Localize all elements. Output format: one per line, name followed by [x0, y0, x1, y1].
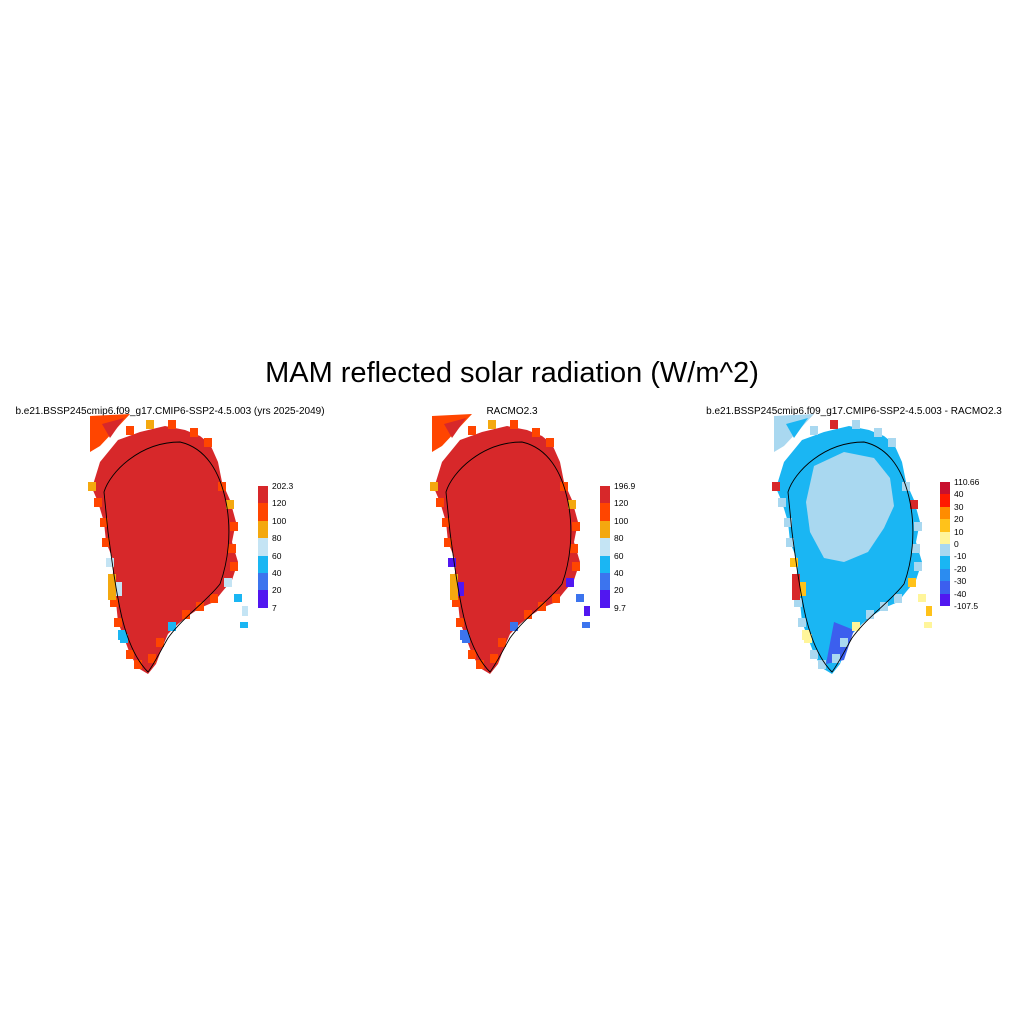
panel-model: b.e21.BSSP245cmip6.f09_g17.CMIP6-SSP2-4.…	[0, 402, 340, 692]
colorbar-label: 20	[614, 585, 624, 596]
panel-title: b.e21.BSSP245cmip6.f09_g17.CMIP6-SSP2-4.…	[706, 406, 1002, 417]
colorbar-label: 40	[954, 489, 964, 500]
colorbar-label: 100	[272, 515, 287, 526]
colorbar-label: 120	[614, 498, 629, 509]
colorbar-label: 100	[614, 515, 629, 526]
colorbar-swatch	[600, 538, 610, 556]
colorbar-swatch	[940, 506, 950, 520]
colorbar-label: -20	[954, 563, 967, 574]
colorbar-label: 60	[272, 550, 282, 561]
colorbar-label: -10	[954, 551, 967, 562]
colorbar-label: 202.3	[272, 481, 294, 491]
colorbar-label: -40	[954, 588, 967, 599]
colorbar-swatch	[600, 573, 610, 591]
colorbar-swatch	[258, 573, 268, 591]
colorbar-label: 10	[954, 526, 964, 537]
figure-title: MAM reflected solar radiation (W/m^2)	[265, 357, 759, 389]
colorbar-label: 9.7	[614, 602, 626, 613]
colorbar-swatch	[600, 486, 610, 504]
colorbar-label: -107.5	[954, 601, 979, 611]
colorbar-swatch	[258, 503, 268, 521]
colorbar-label: 7	[272, 602, 277, 613]
colorbar-label: 20	[272, 585, 282, 596]
colorbar-swatch	[600, 520, 610, 539]
colorbar: 202.3 120 100 80 60 40 20 7	[258, 481, 318, 626]
colorbar-label: 20	[954, 514, 964, 525]
colorbar-label: 30	[954, 501, 964, 512]
colorbar-swatch	[258, 555, 268, 573]
colorbar-label: 80	[614, 533, 624, 544]
colorbar-swatch	[940, 519, 950, 532]
colorbar: 110.66 40 30 20 10 0 -10 -20 -30 -40 -107.5	[940, 477, 1000, 622]
colorbar-swatch	[940, 494, 950, 507]
colorbar-swatch	[258, 520, 268, 539]
colorbar-swatch	[940, 593, 950, 606]
colorbar-label: 80	[272, 533, 282, 544]
colorbar-swatch	[940, 581, 950, 594]
colorbar-label: 120	[272, 498, 287, 509]
panel-racmo: RACMO2.3 196.9 120 100 80 60 40 20 9.7	[342, 402, 682, 692]
colorbar: 196.9 120 100 80 60 40 20 9.7	[600, 481, 660, 626]
panel-difference: b.e21.BSSP245cmip6.f09_g17.CMIP6-SSP2-4.…	[684, 402, 1024, 692]
colorbar-label: 196.9	[614, 481, 636, 491]
colorbar-label: 40	[614, 568, 624, 578]
colorbar-swatch	[258, 486, 268, 504]
colorbar-swatch	[940, 482, 950, 495]
colorbar-swatch	[940, 568, 950, 582]
colorbar-label: 0	[954, 539, 959, 549]
colorbar-swatch	[940, 531, 950, 544]
panel-title: b.e21.BSSP245cmip6.f09_g17.CMIP6-SSP2-4.…	[15, 406, 325, 417]
colorbar-label: 110.66	[954, 477, 980, 487]
greenland-map	[430, 414, 590, 674]
colorbar-swatch	[600, 503, 610, 521]
greenland-map	[772, 414, 932, 674]
colorbar-swatch	[258, 538, 268, 556]
colorbar-swatch	[940, 556, 950, 569]
colorbar-swatch	[940, 544, 950, 557]
greenland-map	[88, 414, 248, 674]
panel-title: RACMO2.3	[486, 406, 538, 417]
colorbar-swatch	[600, 555, 610, 573]
colorbar-label: 40	[272, 568, 282, 578]
colorbar-swatch	[258, 590, 268, 608]
colorbar-swatch	[600, 590, 610, 608]
colorbar-label: 60	[614, 550, 624, 561]
colorbar-label: -30	[954, 576, 967, 587]
